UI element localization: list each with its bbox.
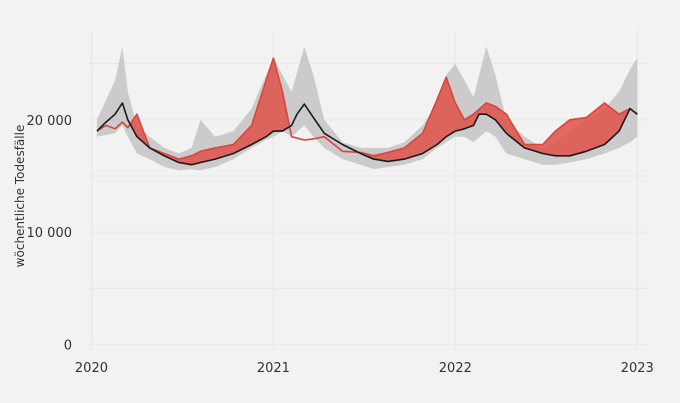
x-tick-label: 2023 (621, 361, 654, 376)
x-tick-label: 2021 (257, 361, 290, 376)
x-tick-label: 2020 (75, 361, 108, 376)
y-tick-label: 10 000 (27, 226, 73, 241)
expected-deaths-line (96, 102, 638, 166)
y-axis-title: wöchentliche Todesfälle (13, 125, 27, 268)
x-axis-ticks: 2020 2021 2022 2023 (75, 361, 654, 376)
series-lines (96, 57, 638, 166)
expected-range-band (96, 46, 638, 171)
y-tick-label: 0 (64, 338, 72, 353)
grid-lines (86, 30, 650, 350)
x-tick-label: 2022 (439, 361, 472, 376)
y-tick-label: 20 000 (27, 114, 73, 129)
actual-deaths-line (96, 57, 638, 160)
excess-area (130, 60, 289, 165)
expected-band-area (96, 46, 638, 171)
excess-area (360, 78, 629, 162)
excess-deaths-area (130, 60, 629, 165)
y-axis-ticks: 0 10 000 20 000 (27, 114, 73, 354)
